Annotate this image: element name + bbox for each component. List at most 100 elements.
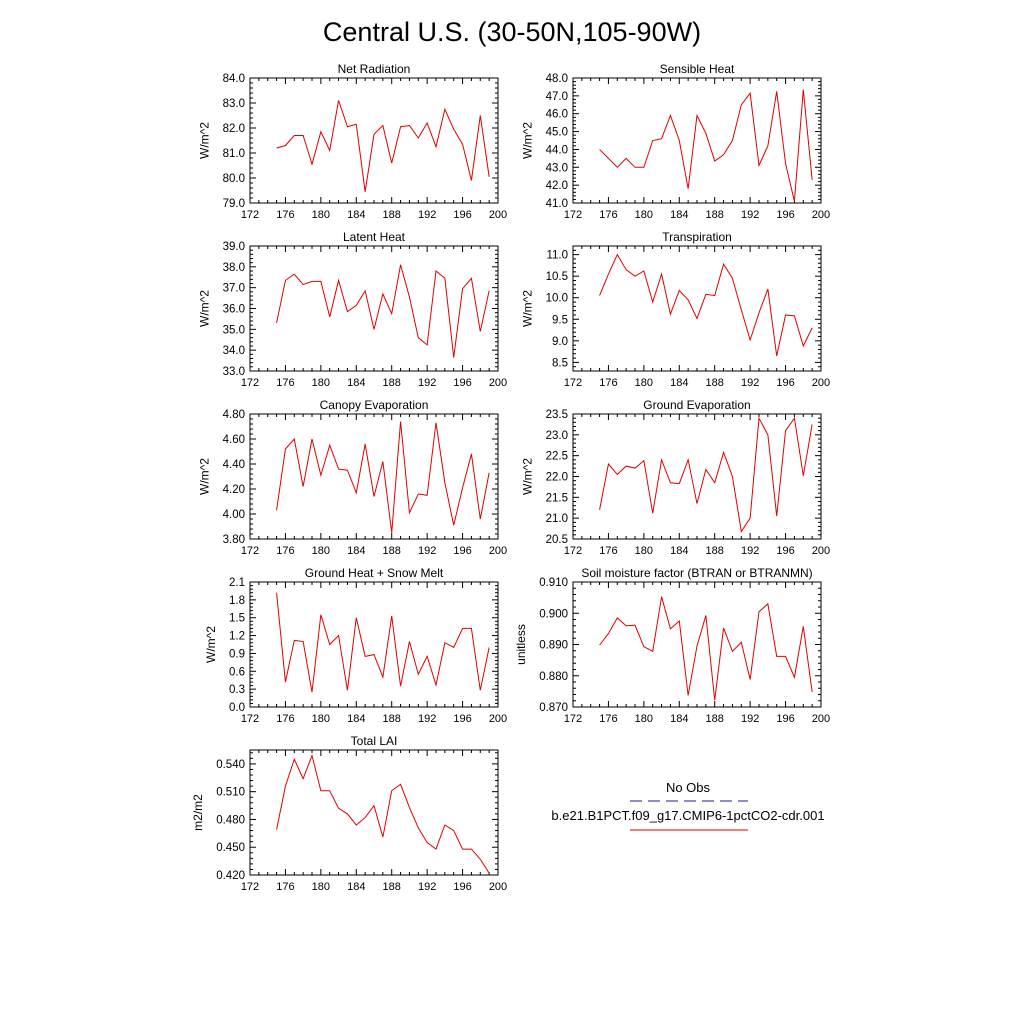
x-tick-label: 180 [635, 377, 653, 389]
x-tick-label: 188 [706, 545, 724, 557]
y-tick-label: 0.6 [229, 666, 245, 678]
y-tick-label: 84.0 [223, 73, 245, 85]
y-tick-label: 0.880 [539, 671, 568, 683]
x-tick-label: 192 [741, 377, 759, 389]
y-tick-label: 8.5 [552, 357, 568, 369]
y-tick-label: 45.0 [546, 127, 568, 139]
x-tick-label: 188 [383, 713, 401, 725]
x-tick-label: 200 [489, 545, 507, 557]
panel-2: 172 176 180 184 188 192 196 200 33.0 34.0 35.0 36.0… [197, 230, 507, 389]
y-tick-label: 0.450 [216, 842, 245, 854]
series-line-0 [276, 753, 490, 874]
plot-frame [249, 245, 499, 372]
series-line-0 [276, 421, 490, 533]
x-tick-label: 172 [241, 881, 259, 893]
x-tick-label: 200 [812, 209, 830, 221]
x-tick-label: 176 [276, 881, 294, 893]
panel-0: 172 176 180 184 188 192 196 200 79.0 80.0 81.0 82.0… [197, 62, 507, 221]
x-tick-label: 188 [383, 545, 401, 557]
y-tick-label: 80.0 [223, 173, 245, 185]
x-tick-label: 184 [347, 545, 365, 557]
y-tick-label: 4.00 [223, 509, 245, 521]
y-tick-label: 23.5 [546, 409, 568, 421]
x-tick-label: 172 [564, 377, 582, 389]
y-tick-label: 4.60 [223, 434, 245, 446]
series-line-0 [599, 89, 813, 202]
x-tick-label: 192 [418, 377, 436, 389]
y-axis-label: m2/m2 [191, 794, 205, 831]
y-tick-label: 0.890 [539, 640, 568, 652]
series-line-0 [276, 264, 490, 358]
x-tick-label: 180 [312, 377, 330, 389]
x-tick-label: 188 [706, 209, 724, 221]
x-tick-label: 176 [599, 209, 617, 221]
x-tick-label: 172 [564, 713, 582, 725]
x-tick-label: 196 [776, 209, 794, 221]
y-tick-label: 0.480 [216, 814, 245, 826]
x-tick-label: 196 [776, 377, 794, 389]
panel-1: 172 176 180 184 188 192 196 200 41.0 42.0 43.0 44.0… [520, 62, 830, 221]
x-tick-label: 184 [347, 713, 365, 725]
y-tick-label: 0.870 [539, 702, 568, 714]
x-tick-label: 184 [670, 377, 688, 389]
panel-6: 172 176 180 184 188 192 196 200 0.0 0.3 0.6 0.9 1.2 1… [204, 566, 507, 725]
panel-title: Latent Heat [343, 230, 406, 244]
y-axis-label: W/m^2 [197, 122, 211, 159]
y-tick-label: 0.900 [539, 608, 568, 620]
x-tick-label: 192 [741, 713, 759, 725]
x-tick-label: 188 [706, 713, 724, 725]
y-tick-label: 22.0 [546, 472, 568, 484]
y-tick-label: 82.0 [223, 123, 245, 135]
x-tick-label: 200 [489, 209, 507, 221]
x-tick-label: 200 [489, 377, 507, 389]
panel-title: Total LAI [351, 734, 398, 748]
x-tick-label: 192 [418, 209, 436, 221]
y-tick-label: 1.8 [229, 595, 245, 607]
x-tick-label: 176 [276, 713, 294, 725]
x-tick-label: 184 [670, 209, 688, 221]
y-tick-label: 36.0 [223, 304, 245, 316]
panel-8: 172 176 180 184 188 192 196 200 0.420 0.450 0.480 0… [191, 734, 507, 893]
series-line-0 [599, 253, 813, 357]
x-tick-label: 196 [776, 713, 794, 725]
x-tick-label: 176 [276, 545, 294, 557]
panel-title: Soil moisture factor (BTRAN or BTRANMN) [581, 566, 812, 580]
y-tick-label: 3.80 [223, 534, 245, 546]
plot-frame [249, 749, 499, 876]
legend-entry-model-label: b.e21.B1PCT.f09_g17.CMIP6-1pctCO2-cdr.00… [551, 808, 824, 823]
x-tick-label: 196 [453, 377, 471, 389]
y-tick-label: 9.5 [552, 314, 568, 326]
x-tick-label: 200 [489, 881, 507, 893]
x-tick-label: 192 [418, 881, 436, 893]
x-tick-label: 180 [312, 545, 330, 557]
y-tick-label: 0.9 [229, 648, 245, 660]
legend-entry-no-obs-label: No Obs [666, 780, 711, 795]
panel-4: 172 176 180 184 188 192 196 200 3.80 4.00 4.20 4.40… [197, 398, 507, 557]
y-tick-label: 81.0 [223, 148, 245, 160]
panel-title: Net Radiation [338, 62, 411, 76]
panel-title: Transpiration [662, 230, 732, 244]
x-tick-label: 172 [564, 545, 582, 557]
y-tick-label: 43.0 [546, 162, 568, 174]
y-tick-label: 34.0 [223, 345, 245, 357]
y-tick-label: 0.510 [216, 787, 245, 799]
series-line-0 [599, 416, 813, 533]
x-tick-label: 188 [383, 209, 401, 221]
y-axis-label: W/m^2 [520, 122, 534, 159]
x-tick-label: 196 [453, 713, 471, 725]
x-tick-label: 180 [312, 209, 330, 221]
y-tick-label: 1.2 [229, 631, 245, 643]
x-tick-label: 176 [276, 209, 294, 221]
x-tick-label: 196 [776, 545, 794, 557]
x-tick-label: 184 [670, 545, 688, 557]
y-tick-label: 4.20 [223, 484, 245, 496]
panel-5: 172 176 180 184 188 192 196 200 20.5 21.0 21.5 22.0… [520, 398, 830, 557]
legend: No Obs b.e21.B1PCT.f09_g17.CMIP6-1pctCO2… [551, 780, 825, 831]
panel-title: Canopy Evaporation [320, 398, 429, 412]
x-tick-label: 192 [741, 545, 759, 557]
x-tick-label: 172 [241, 713, 259, 725]
x-tick-label: 192 [418, 545, 436, 557]
y-tick-label: 33.0 [223, 366, 245, 378]
y-axis-label: W/m^2 [204, 626, 218, 663]
